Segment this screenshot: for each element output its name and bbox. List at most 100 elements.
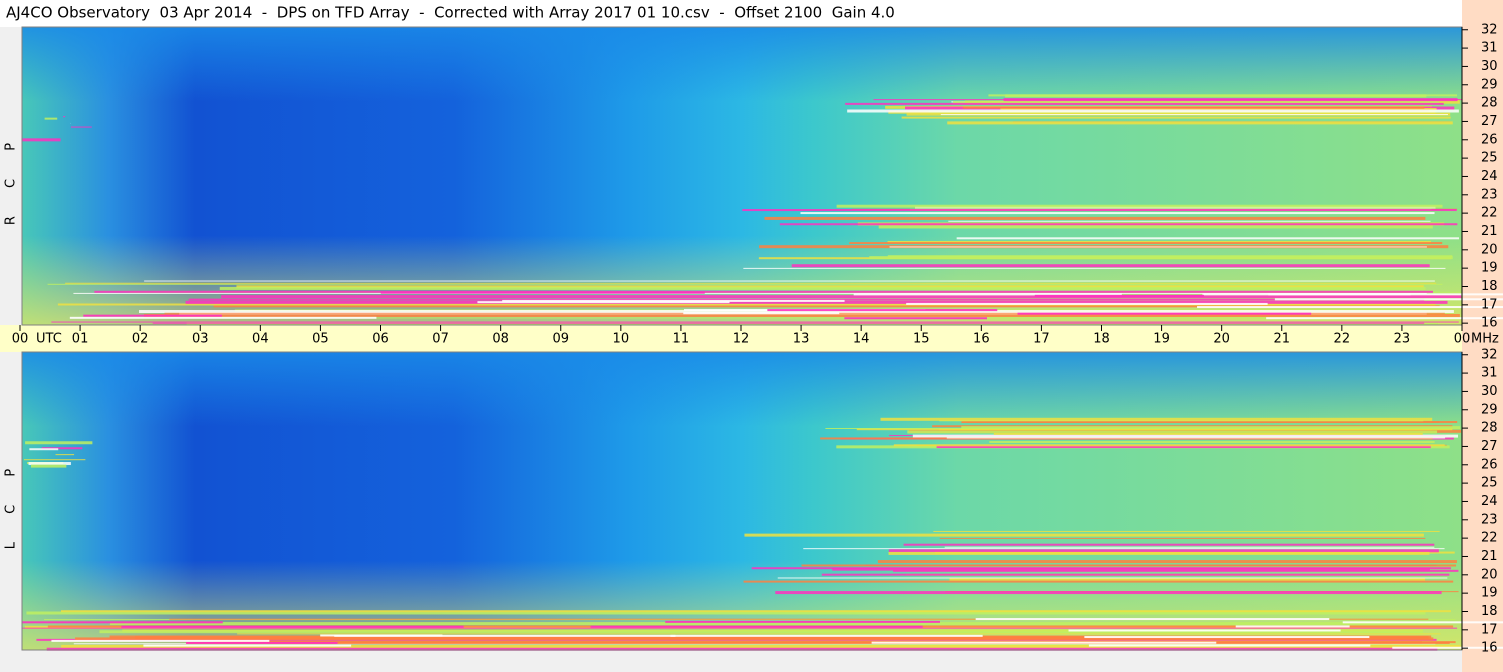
interference-stripe xyxy=(22,627,1458,629)
y-tick-label: 18 xyxy=(1481,279,1498,294)
interference-stripe xyxy=(57,303,1436,306)
x-tick-label: 23 xyxy=(1394,332,1411,347)
x-tick-label: 16 xyxy=(973,332,990,347)
y-tick-label: 29 xyxy=(1481,402,1498,417)
interference-stripe xyxy=(109,635,1432,639)
interference-stripe xyxy=(1005,94,1427,98)
interference-stripe xyxy=(764,216,1426,220)
interference-stripe xyxy=(873,99,1462,101)
interference-stripe xyxy=(22,621,223,624)
y-tick-label: 23 xyxy=(1481,512,1498,527)
x-tick-label: 12 xyxy=(733,332,750,347)
interference-stripe xyxy=(989,441,1435,444)
interference-stripe xyxy=(1274,298,1503,301)
interference-stripe xyxy=(23,459,86,461)
interference-stripe xyxy=(947,121,1453,125)
interference-stripe xyxy=(139,310,1454,314)
interference-stripe xyxy=(1268,293,1411,296)
interference-stripe xyxy=(944,546,1435,548)
interference-stripe xyxy=(334,634,676,637)
y-tick-label: 28 xyxy=(1481,96,1498,111)
y-tick-label: 16 xyxy=(1481,641,1498,656)
interference-stripe xyxy=(936,445,1431,449)
y-tick-label: 22 xyxy=(1481,531,1498,546)
interference-stripe xyxy=(961,426,1461,430)
interference-stripe xyxy=(69,316,377,319)
interference-stripe xyxy=(777,577,1448,579)
interference-stripe xyxy=(836,204,1443,208)
interference-stripe xyxy=(767,309,998,312)
y-tick-label: 18 xyxy=(1481,604,1498,619)
time-axis-band xyxy=(0,325,1462,352)
interference-stripe xyxy=(121,625,464,628)
interference-stripe xyxy=(1000,108,1437,111)
interference-stripe xyxy=(949,577,1426,581)
interference-stripe xyxy=(853,293,1122,296)
x-tick-label: 15 xyxy=(913,332,930,347)
x-tick-label: 20 xyxy=(1213,332,1230,347)
interference-stripe xyxy=(742,209,1457,212)
interference-stripe xyxy=(143,644,352,647)
polarization-label: L C P xyxy=(4,457,19,549)
interference-stripe xyxy=(214,641,1456,644)
interference-stripe xyxy=(845,102,1444,105)
interference-stripe xyxy=(869,256,1453,260)
title: AJ4CO Observatory 03 Apr 2014 - DPS on T… xyxy=(6,4,895,22)
y-tick-label: 19 xyxy=(1481,586,1498,601)
interference-stripe xyxy=(878,225,1433,229)
interference-stripe xyxy=(880,417,1433,421)
y-tick-label: 27 xyxy=(1481,114,1498,129)
interference-stripe xyxy=(70,126,92,128)
x-tick-label: 22 xyxy=(1334,332,1351,347)
x-tick-label: 21 xyxy=(1273,332,1290,347)
interference-stripe xyxy=(144,280,1435,282)
interference-stripe xyxy=(825,428,1451,430)
interference-stripe xyxy=(51,639,270,642)
interference-stripe xyxy=(47,283,1443,285)
interference-stripe xyxy=(888,549,1439,553)
interference-stripe xyxy=(847,109,1459,113)
interference-stripe xyxy=(888,551,1430,555)
interference-stripe xyxy=(99,630,1424,634)
y-tick-label: 20 xyxy=(1481,242,1498,257)
interference-stripe xyxy=(939,420,1424,422)
interference-stripe xyxy=(960,421,1440,423)
interference-stripe xyxy=(665,620,940,623)
interference-stripe xyxy=(1084,636,1370,639)
interference-stripe xyxy=(185,300,1448,304)
interference-stripe xyxy=(953,101,1439,105)
interference-stripe xyxy=(44,117,58,120)
interference-stripe xyxy=(26,611,1426,615)
spectrogram-shade xyxy=(22,27,1462,325)
interference-stripe xyxy=(46,647,1438,651)
x-tick-label: 17 xyxy=(1033,332,1050,347)
y-tick-label: 32 xyxy=(1481,22,1498,37)
y-tick-label: 32 xyxy=(1481,347,1498,362)
y-tick-label: 27 xyxy=(1481,439,1498,454)
interference-stripe xyxy=(907,430,1438,434)
interference-stripe xyxy=(29,448,59,451)
x-tick-label: 01 xyxy=(72,332,89,347)
interference-stripe xyxy=(893,444,1445,447)
interference-stripe xyxy=(743,267,1446,269)
y-tick-label: 16 xyxy=(1481,316,1498,331)
interference-stripe xyxy=(1068,629,1341,632)
interference-stripe xyxy=(22,138,61,142)
y-tick-label: 26 xyxy=(1481,132,1498,147)
interference-stripe xyxy=(912,434,1459,438)
y-tick-label: 17 xyxy=(1481,622,1498,637)
interference-stripe xyxy=(1266,317,1503,320)
interference-stripe xyxy=(143,313,1460,317)
interference-stripe xyxy=(75,637,1434,641)
interference-stripe xyxy=(877,560,1457,564)
x-tick-label: 14 xyxy=(853,332,870,347)
interference-stripe xyxy=(800,212,1435,215)
interference-stripe xyxy=(948,220,1431,222)
interference-stripe xyxy=(502,299,845,302)
interference-stripe xyxy=(213,305,1440,308)
x-tick-label: 03 xyxy=(192,332,209,347)
interference-stripe xyxy=(186,641,338,644)
interference-stripe xyxy=(60,610,1451,613)
x-tick-label: 02 xyxy=(132,332,149,347)
